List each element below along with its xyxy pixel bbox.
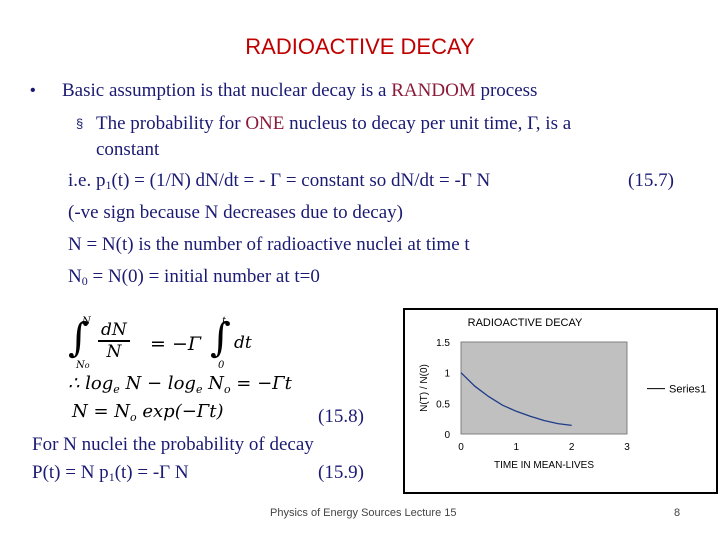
x-tick-label: 3 [624,442,630,453]
fraction-numerator: dN [98,320,130,342]
probability-equation: P(t) = N p1(t) = -Γ N [32,462,189,485]
text-span: N [202,373,224,394]
y-tick-label: 0.5 [436,399,450,410]
bullet-random-process: Basic assumption is that nuclear decay i… [62,80,537,102]
y-tick-label: 1 [444,369,450,380]
subscript: 0 [81,274,88,288]
text-span: ∴ log [68,373,114,394]
x-tick-label: 0 [458,442,464,453]
exponential-equation: N = No exp(−Γt) [72,401,224,424]
page-number: 8 [674,507,681,519]
equals-minus-gamma: = −Γ [150,333,202,355]
slide-title: RADIOACTIVE DECAY [245,34,475,59]
text-span: The probability for [96,113,246,134]
text-span: exp(−Γt) [136,401,224,422]
subscript: e [195,383,203,396]
footer-lecture: Physics of Energy Sources Lecture 15 [270,507,457,519]
fraction-dn-over-n: dN N [98,320,130,362]
y-tick-label: 0 [444,430,450,441]
y-tick-label: 1.5 [436,338,450,349]
integral2-upper-limit: t [222,316,227,327]
equation-15-7-line: i.e. p1(t) = (1/N) dN/dt = - Γ = constan… [68,170,490,193]
n0-definition: N0 = N(0) = initial number at t=0 [68,266,320,289]
text-span: = N(0) = initial number at t=0 [87,266,320,287]
text-span: P(t) = N p [32,462,109,483]
x-tick-label: 2 [569,442,575,453]
subscript: o [223,383,231,396]
subscript: o [130,411,137,424]
text-span: Basic assumption is that nuclear decay i… [62,80,392,101]
x-tick-label: 1 [514,442,520,453]
chart-canvas: 0 0.5 1 1.5 0 1 2 3 Series1 TIME IN MEAN-LIVES N(T… [419,338,706,471]
integral-upper-limit: N [82,316,91,327]
chart-title: RADIOACTIVE DECAY [467,317,583,329]
n-of-t-definition: N = N(t) is the number of radioactive nu… [68,234,470,255]
text-span: N − log [119,373,196,394]
text-span: = −Γt [230,373,292,394]
text-span: process [475,80,538,101]
n-nuclei-probability: For N nuclei the probability of decay [32,434,314,455]
decay-chart: RADIOACTIVE DECAY 0 0.5 1 1.5 0 1 2 3 Series1 TIM… [403,308,718,494]
section-bullet-icon: § [76,116,84,131]
bullet-probability: The probability for ONE nucleus to decay… [96,113,571,135]
text-span: N = N [72,401,131,422]
bullet-dot-icon: • [30,82,36,99]
text-span: nucleus to decay per unit time, Γ, is a [284,113,572,134]
text-span: i.e. p [68,170,106,191]
integral-sign-icon: ∫ [210,315,231,361]
equation-number-15-8: (15.8) [318,406,364,427]
highlight-random: RANDOM [391,80,476,101]
sign-note: (-ve sign because N decreases due to dec… [68,202,403,223]
subscript: e [113,383,120,396]
equation-number-15-7: (15.7) [628,170,674,191]
x-axis-label: TIME IN MEAN-LIVES [494,460,594,471]
dt-term: dt [234,333,252,353]
y-axis-label: N(T) / N(0) [419,364,430,412]
legend-label: Series1 [669,384,706,396]
series-line [460,372,572,427]
fraction-denominator: N [106,342,122,362]
log-equation: ∴ loge N − loge No = −Γt [68,373,292,396]
equation-number-15-9: (15.9) [318,462,364,483]
fraction: dN N [98,320,130,362]
text-span: (t) = (1/N) dN/dt = - Γ = constant so dN… [111,170,491,191]
bullet-probability-cont: constant [96,139,160,160]
highlight-one: ONE [245,113,285,134]
plot-area [460,341,628,435]
subscript: 1 [105,178,112,192]
subscript: 1 [108,470,115,484]
integral-lower-limit: No [76,360,90,371]
text-span: N [76,360,85,371]
integral-sign-icon: ∫ [68,315,89,361]
text-span: N [68,266,82,287]
integral2-lower-limit: 0 [218,360,225,371]
subscript: o [84,361,90,370]
text-span: (t) = -Γ N [114,462,189,483]
